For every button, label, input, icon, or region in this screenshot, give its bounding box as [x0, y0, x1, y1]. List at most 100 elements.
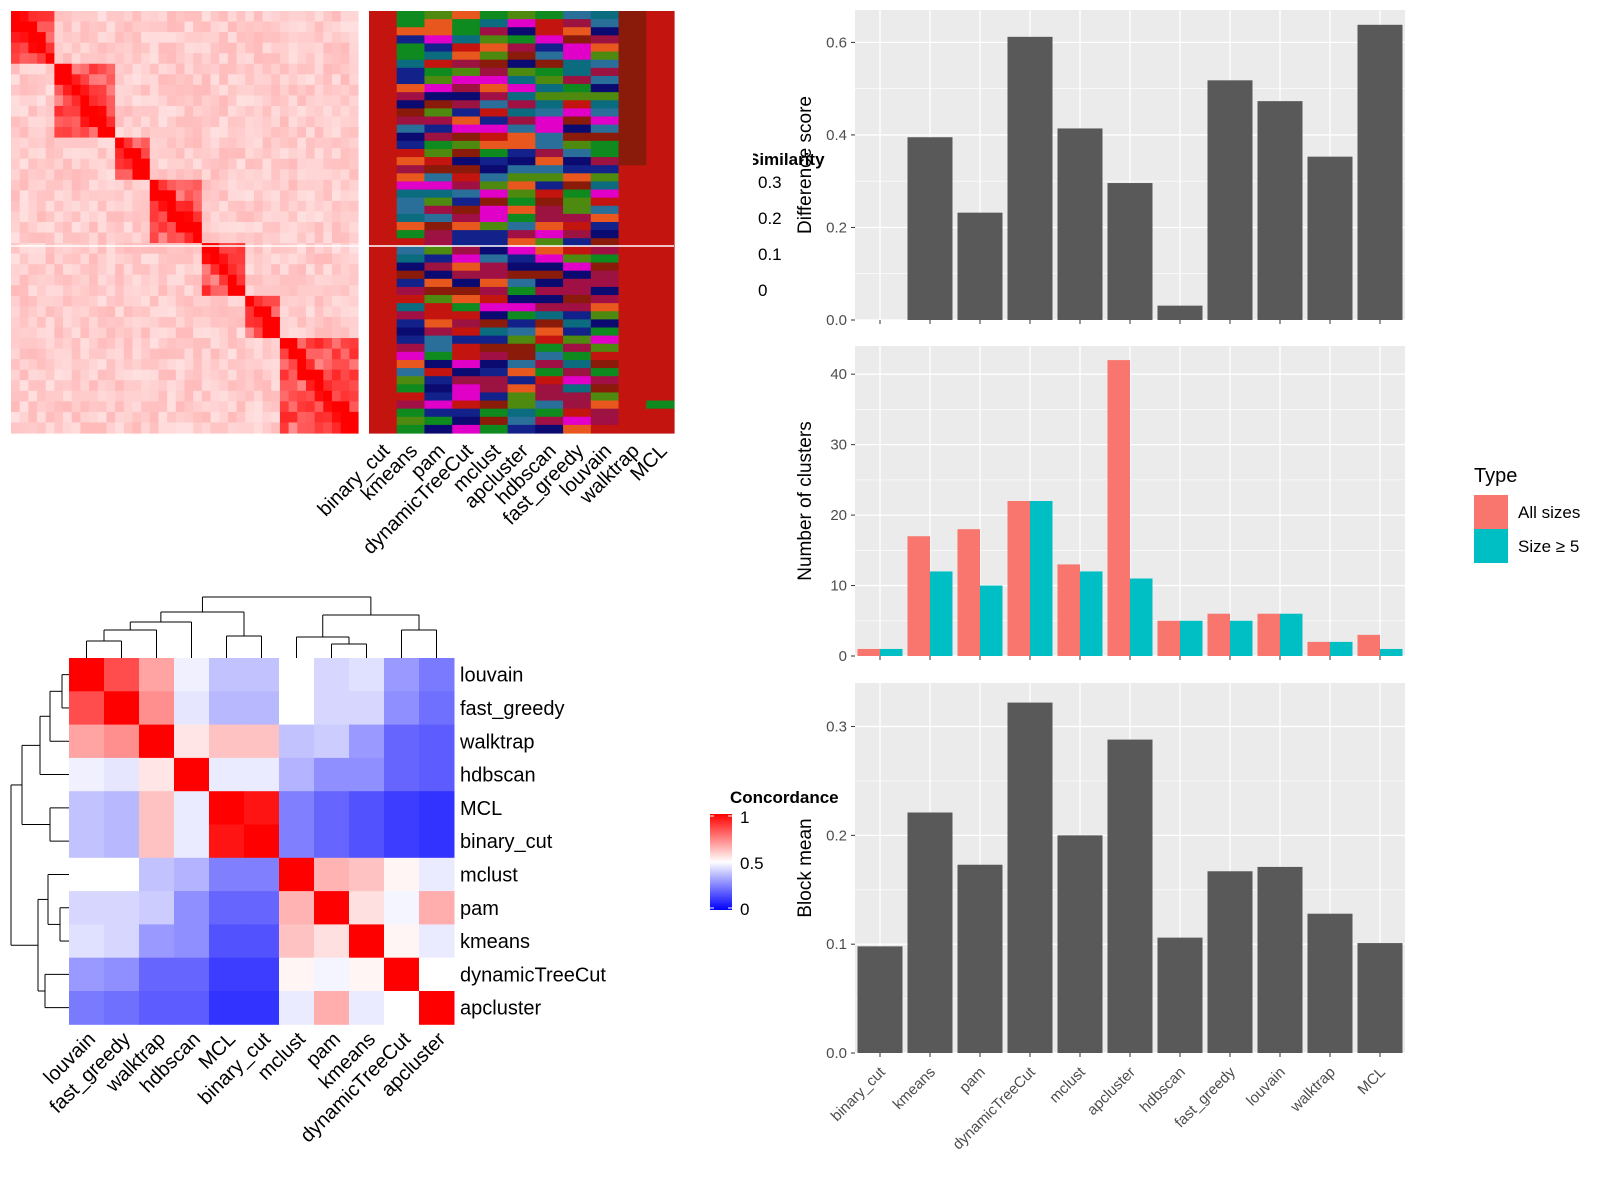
- similarity-cell: [89, 369, 99, 381]
- cluster-cell: [369, 400, 398, 410]
- similarity-cell: [253, 190, 264, 202]
- similarity-cell: [236, 42, 246, 54]
- similarity-cell: [184, 369, 194, 381]
- similarity-cell: [245, 295, 255, 307]
- cluster-cell: [369, 19, 398, 28]
- similarity-cell: [227, 158, 238, 170]
- similarity-cell: [349, 211, 359, 223]
- similarity-cell: [279, 32, 290, 44]
- similarity-cell: [331, 95, 342, 107]
- similarity-cell: [193, 32, 203, 44]
- bar: [1007, 702, 1053, 1053]
- similarity-cell: [262, 42, 272, 54]
- similarity-cell: [45, 327, 55, 339]
- similarity-cell: [201, 116, 212, 128]
- similarity-cell: [115, 116, 125, 128]
- similarity-cell: [175, 211, 186, 223]
- cluster-cell: [618, 392, 647, 402]
- similarity-cell: [63, 74, 73, 86]
- similarity-cell: [331, 264, 342, 276]
- similarity-cell: [45, 63, 55, 75]
- similarity-cell: [167, 411, 177, 424]
- similarity-cell: [271, 348, 281, 360]
- similarity-cell: [219, 63, 229, 75]
- similarity-cell: [158, 390, 168, 402]
- similarity-cell: [97, 359, 108, 371]
- similarity-cell: [210, 253, 220, 265]
- cluster-cell: [618, 189, 647, 199]
- top-heatmap-right-mask: [693, 0, 753, 460]
- cluster-cell: [563, 351, 592, 361]
- similarity-cell: [45, 380, 55, 392]
- cluster-cell: [590, 351, 620, 361]
- cluster-cell: [396, 303, 426, 312]
- similarity-cell: [331, 32, 342, 44]
- similarity-cell: [288, 327, 298, 339]
- similarity-cell: [89, 190, 99, 202]
- similarity-cell: [149, 380, 160, 392]
- cluster-cell: [590, 416, 620, 426]
- cluster-cell: [396, 400, 426, 410]
- similarity-cell: [63, 232, 73, 244]
- cluster-cell: [369, 92, 398, 101]
- cluster-cell: [507, 173, 536, 183]
- similarity-cell: [19, 32, 29, 44]
- similarity-cell: [314, 179, 324, 191]
- similarity-cell: [132, 21, 142, 33]
- cluster-cell: [507, 246, 536, 256]
- similarity-cell: [210, 295, 220, 307]
- similarity-cell: [141, 348, 151, 360]
- similarity-cell: [28, 264, 38, 276]
- similarity-cell: [80, 200, 90, 213]
- similarity-cell: [271, 359, 281, 371]
- similarity-cell: [349, 200, 359, 213]
- cluster-cell: [396, 181, 426, 191]
- similarity-cell: [28, 53, 38, 65]
- cluster-cell: [452, 19, 481, 28]
- concordance-cell: [209, 924, 245, 959]
- concordance-cell: [279, 957, 315, 992]
- cluster-cell: [646, 108, 675, 118]
- cluster-cell: [479, 408, 509, 418]
- cluster-cell: [590, 384, 620, 394]
- similarity-cell: [63, 84, 73, 96]
- similarity-cell: [184, 222, 194, 234]
- similarity-cell: [54, 21, 64, 33]
- cluster-cell: [369, 189, 398, 199]
- cluster-cell: [452, 67, 481, 77]
- similarity-cell: [245, 116, 255, 128]
- cluster-cell: [646, 157, 675, 166]
- similarity-cell: [193, 190, 203, 202]
- similarity-cell: [271, 105, 281, 118]
- bar-all-sizes: [1007, 501, 1030, 656]
- cluster-cell: [452, 416, 481, 426]
- similarity-cell: [45, 74, 55, 86]
- similarity-cell: [141, 232, 151, 244]
- similarity-cell: [349, 95, 359, 107]
- concordance-cell: [384, 891, 420, 925]
- concordance-cell: [69, 691, 105, 726]
- concordance-cell: [244, 857, 280, 892]
- similarity-cell: [323, 137, 333, 149]
- similarity-cell: [149, 222, 160, 234]
- concordance-cell: [139, 891, 175, 925]
- similarity-cell: [106, 116, 116, 128]
- similarity-cell: [37, 148, 47, 160]
- cluster-cell: [618, 197, 647, 207]
- cluster-cell: [507, 368, 536, 377]
- similarity-cell: [262, 243, 272, 255]
- cluster-cell: [479, 27, 509, 36]
- similarity-cell: [37, 84, 47, 96]
- cluster-cell: [618, 319, 647, 329]
- similarity-cell: [89, 148, 99, 160]
- similarity-cell: [54, 411, 64, 424]
- x-tick-label: walktrap: [1287, 1064, 1339, 1116]
- cluster-cell: [479, 108, 509, 118]
- cluster-cell: [424, 238, 453, 247]
- similarity-cell: [141, 74, 151, 86]
- similarity-cell: [340, 422, 350, 434]
- similarity-cell: [132, 327, 142, 339]
- similarity-cell: [11, 42, 21, 54]
- similarity-cell: [175, 327, 186, 339]
